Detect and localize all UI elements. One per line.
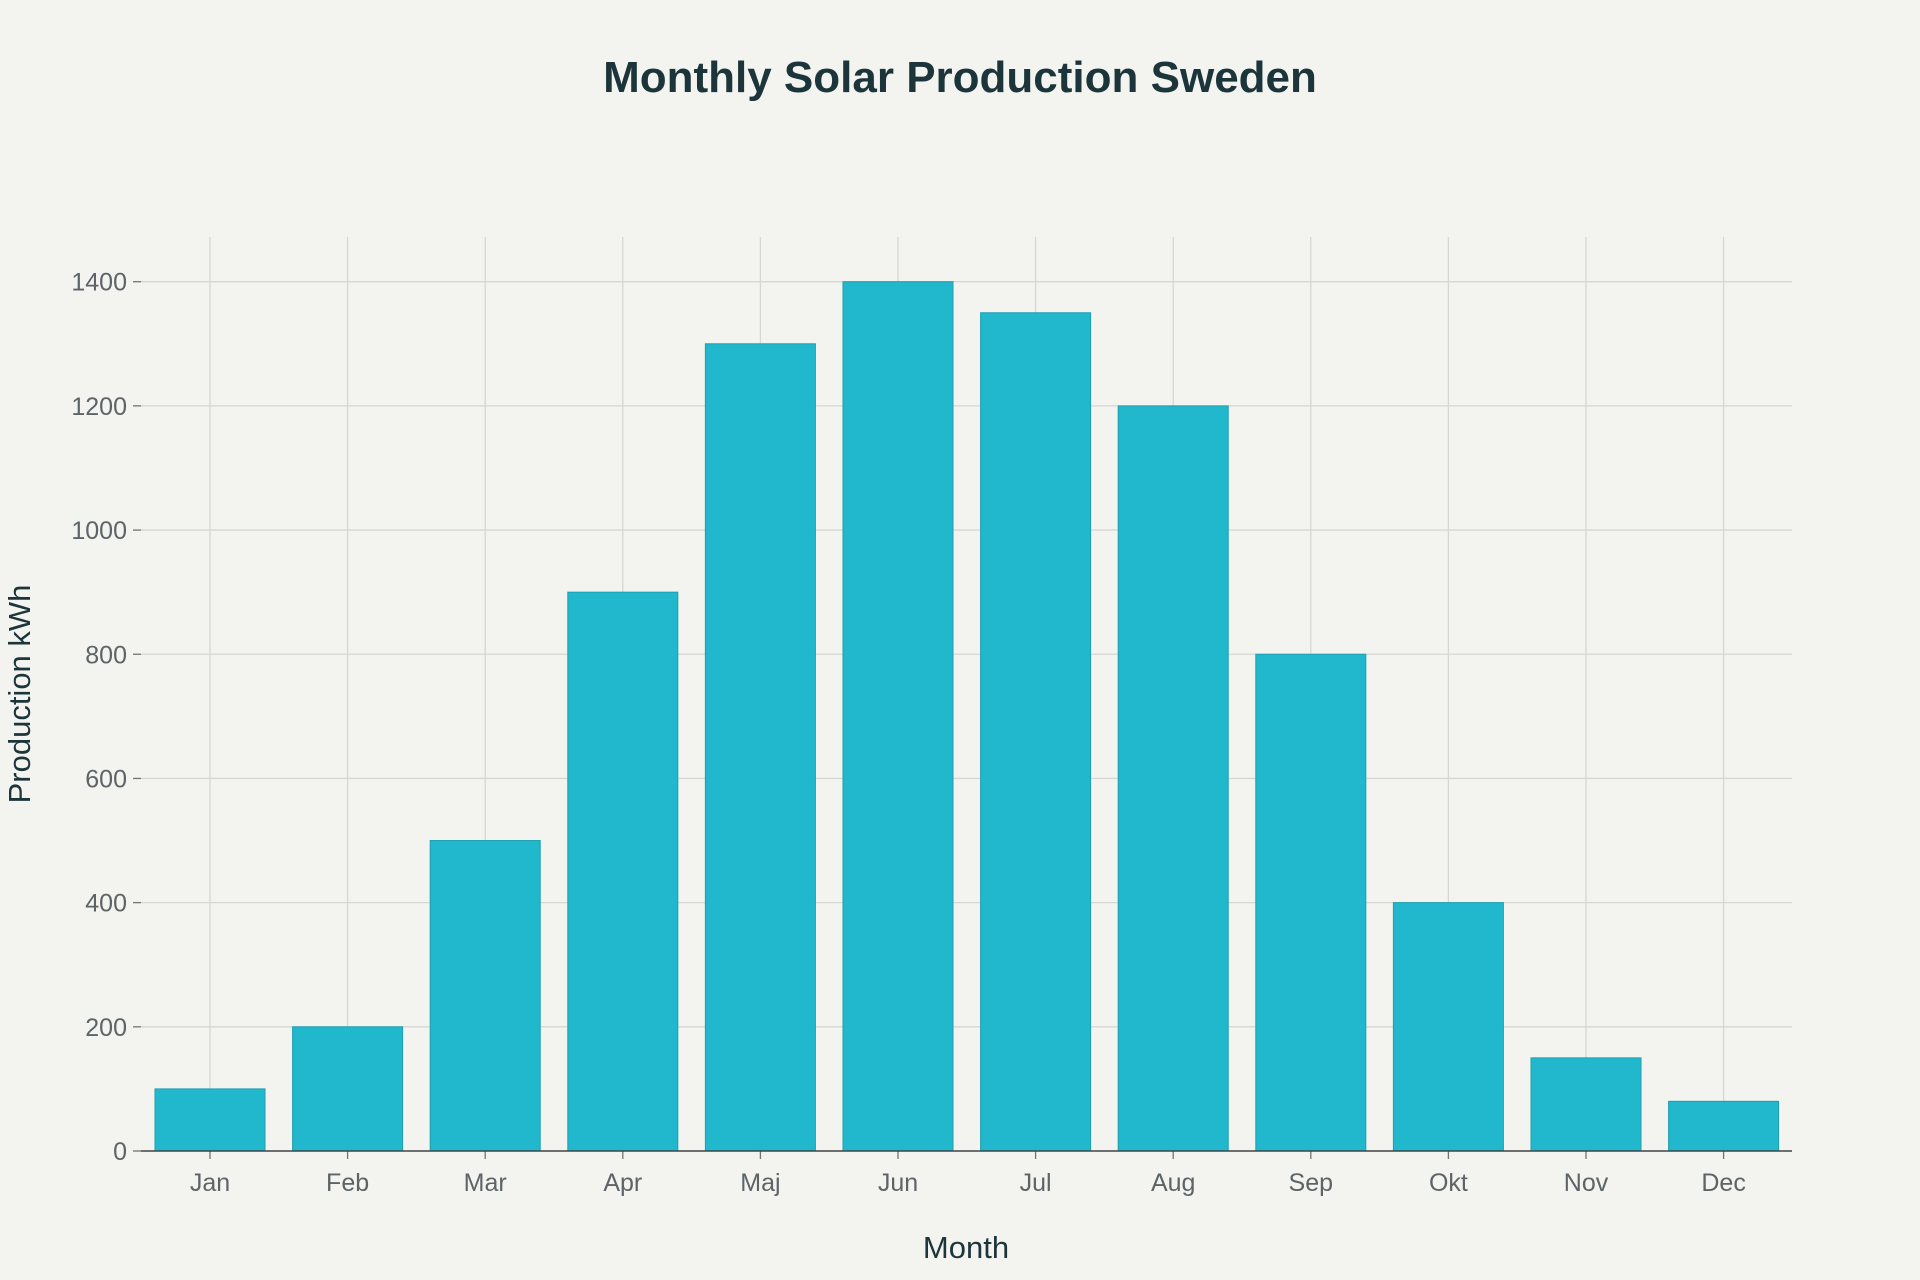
bar-okt bbox=[1392, 902, 1504, 1152]
bar-maj bbox=[704, 343, 816, 1152]
bar-jan bbox=[154, 1088, 266, 1152]
x-tick-label: Feb bbox=[326, 1169, 369, 1197]
y-tick-label: 400 bbox=[85, 890, 127, 918]
y-tick-label: 1000 bbox=[71, 517, 127, 545]
y-tick-label: 1200 bbox=[71, 393, 127, 421]
bar-jul bbox=[980, 312, 1092, 1152]
bars bbox=[154, 281, 1780, 1152]
x-tick-label: Mar bbox=[464, 1169, 507, 1197]
x-tick-label: Sep bbox=[1289, 1169, 1333, 1197]
bar-aug bbox=[1117, 405, 1229, 1152]
chart-title: Monthly Solar Production Sweden bbox=[603, 53, 1317, 102]
x-axis-title: Month bbox=[923, 1230, 1009, 1265]
bar-feb bbox=[292, 1026, 404, 1152]
x-tick-label: Jan bbox=[190, 1169, 230, 1197]
tick-labels: 0 200 400 600 800 1000 1200 1400 Jan Feb Mar Apr Maj… bbox=[71, 269, 1745, 1197]
x-tick-label: Jun bbox=[878, 1169, 918, 1197]
bar-sep bbox=[1255, 653, 1367, 1152]
x-tick-label: Apr bbox=[603, 1169, 642, 1197]
y-axis-title: Production kWh bbox=[2, 585, 37, 804]
bar-nov bbox=[1530, 1057, 1642, 1152]
x-tick-label: Maj bbox=[740, 1169, 780, 1197]
x-tick-label: Okt bbox=[1429, 1169, 1468, 1197]
x-tick-label: Dec bbox=[1701, 1169, 1745, 1197]
bar-jun bbox=[842, 281, 954, 1152]
axes bbox=[133, 281, 1792, 1159]
bar-mar bbox=[429, 840, 541, 1152]
x-tick-label: Jul bbox=[1020, 1169, 1052, 1197]
y-tick-label: 200 bbox=[85, 1014, 127, 1042]
bar-dec bbox=[1668, 1100, 1780, 1152]
bar-apr bbox=[567, 591, 679, 1152]
y-tick-label: 600 bbox=[85, 765, 127, 793]
x-tick-label: Nov bbox=[1564, 1169, 1609, 1197]
x-tick-label: Aug bbox=[1151, 1169, 1195, 1197]
y-tick-label: 1400 bbox=[71, 269, 127, 297]
y-tick-label: 800 bbox=[85, 641, 127, 669]
y-tick-label: 0 bbox=[113, 1138, 127, 1166]
